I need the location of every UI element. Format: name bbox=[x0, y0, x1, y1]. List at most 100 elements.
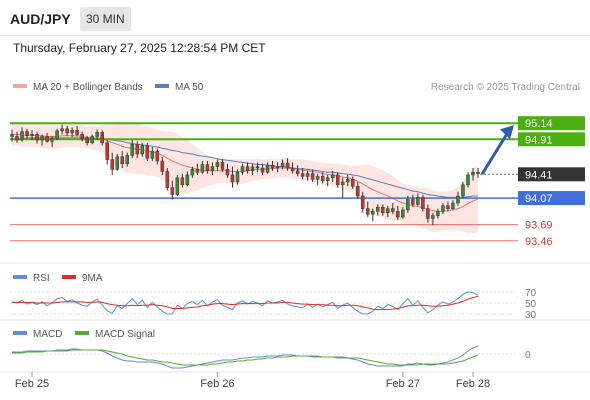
resistance-value-1: 95.14 bbox=[525, 118, 553, 130]
candle-body bbox=[125, 155, 130, 165]
rsi-tick-30: 30 bbox=[525, 310, 537, 321]
candle bbox=[30, 130, 34, 140]
candle-body bbox=[401, 209, 405, 218]
bollinger-band-area bbox=[12, 121, 478, 234]
candle bbox=[260, 163, 265, 175]
candle bbox=[446, 201, 450, 212]
candle bbox=[330, 170, 335, 182]
candle-body bbox=[230, 174, 235, 183]
candle-body bbox=[295, 170, 300, 174]
candle-body bbox=[40, 136, 44, 141]
candle-body bbox=[290, 167, 295, 172]
candle-body bbox=[210, 166, 215, 172]
candle bbox=[180, 173, 185, 188]
candle-body bbox=[250, 166, 255, 172]
rsi-tick-70: 70 bbox=[525, 288, 537, 299]
target-arrow-shaft bbox=[480, 131, 510, 176]
candle-body bbox=[175, 177, 180, 195]
candle-body bbox=[50, 138, 54, 142]
target-arrow-head bbox=[500, 125, 514, 140]
candle-body bbox=[371, 211, 375, 215]
candle bbox=[155, 148, 160, 165]
candle-body bbox=[421, 197, 425, 209]
candle bbox=[421, 194, 425, 212]
candle bbox=[70, 127, 74, 138]
macd-tick-0: 0 bbox=[525, 350, 531, 361]
candle bbox=[456, 191, 460, 206]
macd-signal-line bbox=[12, 349, 479, 366]
support-value-1: 94.07 bbox=[525, 193, 553, 205]
candle bbox=[476, 168, 480, 178]
candle-body bbox=[360, 195, 365, 209]
candle bbox=[20, 127, 24, 142]
resistance-value-2: 94.91 bbox=[525, 134, 553, 146]
legend: MA 20 + Bollinger Bands MA 50 Research ©… bbox=[13, 82, 580, 93]
candle bbox=[270, 161, 275, 171]
candle-body bbox=[436, 211, 440, 216]
candle bbox=[436, 208, 440, 219]
macd-legend-swatch bbox=[13, 331, 27, 335]
candle-body bbox=[426, 208, 430, 219]
candle bbox=[205, 161, 210, 174]
candle-body bbox=[55, 130, 59, 139]
candle-body bbox=[350, 178, 355, 187]
candle bbox=[360, 191, 365, 213]
candle-body bbox=[285, 162, 290, 169]
candle-body bbox=[215, 162, 220, 167]
candle bbox=[391, 203, 395, 215]
candle bbox=[215, 159, 220, 171]
candle bbox=[35, 131, 39, 144]
candle-body bbox=[265, 164, 270, 173]
rsi-ma-legend-label: 9MA bbox=[82, 273, 103, 284]
candle bbox=[320, 172, 325, 184]
candle-body bbox=[90, 136, 94, 144]
candle bbox=[100, 130, 104, 146]
chart-datetime: Thursday, February 27, 2025 12:28:54 PM … bbox=[13, 41, 266, 55]
candle bbox=[300, 168, 305, 180]
candle bbox=[406, 196, 410, 213]
macd-legend-label: MACD bbox=[33, 329, 62, 340]
target-value-2: 93.46 bbox=[525, 236, 553, 248]
candle bbox=[416, 193, 420, 206]
candle-body bbox=[85, 138, 89, 144]
candle bbox=[110, 152, 114, 175]
candle-body bbox=[95, 132, 99, 137]
current-price-tag bbox=[518, 167, 585, 182]
candle bbox=[250, 163, 255, 175]
candle bbox=[335, 172, 340, 188]
candle-body bbox=[70, 129, 74, 134]
candle-body bbox=[200, 164, 205, 173]
candle-body bbox=[240, 166, 245, 173]
candle-body bbox=[35, 134, 39, 141]
rsi-legend-swatch bbox=[13, 275, 27, 279]
candle bbox=[90, 134, 94, 145]
candle bbox=[75, 126, 79, 137]
timeframe-badge[interactable]: 30 MIN bbox=[80, 7, 131, 31]
rsi-ma-line bbox=[12, 295, 479, 311]
candle bbox=[200, 161, 205, 174]
candlesticks bbox=[10, 124, 480, 226]
bollinger-band bbox=[12, 121, 478, 234]
target-value-1: 93.69 bbox=[525, 220, 553, 232]
candle bbox=[65, 126, 69, 136]
candle-body bbox=[75, 129, 79, 135]
candle-body bbox=[30, 134, 34, 137]
candle-body bbox=[270, 164, 275, 169]
candle-body bbox=[160, 160, 165, 172]
candle-body bbox=[155, 150, 160, 162]
candle-body bbox=[325, 177, 330, 181]
x-tick-label: Feb 28 bbox=[456, 378, 490, 390]
candle bbox=[50, 135, 54, 147]
candle bbox=[95, 129, 99, 140]
candle-body bbox=[406, 199, 410, 211]
candle-body bbox=[446, 205, 450, 209]
symbol-title: AUD/JPY bbox=[10, 11, 71, 27]
candle bbox=[431, 212, 435, 226]
candle-body bbox=[355, 185, 360, 197]
candle bbox=[451, 200, 455, 210]
candle-body bbox=[130, 143, 135, 156]
candle bbox=[160, 156, 165, 175]
candle-body bbox=[441, 205, 445, 212]
